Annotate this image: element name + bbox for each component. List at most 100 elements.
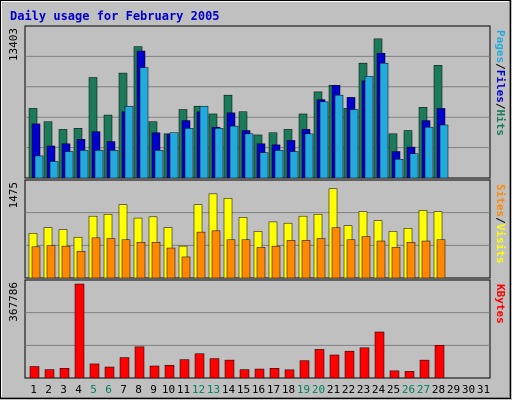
bar-kbytes-day-10 [164,364,175,379]
x-tick-label-day-9: 9 [150,383,157,396]
panel-frame [24,279,491,379]
bar-kbytes-day-5 [89,363,100,379]
bar-pages-day-13 [214,128,224,179]
bar-sites-day-21 [331,227,341,279]
bar-pages-day-22 [349,109,359,179]
bar-kbytes-day-2 [44,369,55,379]
bar-sites-day-25 [391,247,401,279]
bar-kbytes-day-23 [359,347,370,379]
x-tick-label-day-31: 31 [477,383,490,396]
x-tick-label-day-6: 6 [105,383,112,396]
x-tick-label-day-14: 14 [222,383,236,396]
bar-sites-day-1 [31,246,41,279]
legend-files: Files [494,70,507,103]
bar-kbytes-day-9 [149,365,160,379]
bar-kbytes-day-18 [284,369,295,379]
bar-pages-day-4 [79,150,89,179]
y-axis-max-label: 1475 [7,182,20,209]
bar-pages-day-21 [334,94,344,179]
bar-sites-day-20 [316,238,326,279]
bar-kbytes-day-11 [179,359,190,379]
bar-sites-day-19 [301,240,311,279]
bar-kbytes-day-26 [404,371,415,379]
x-tick-label-day-28: 28 [432,383,445,396]
x-tick-label-day-7: 7 [120,383,127,396]
bar-kbytes-day-15 [239,369,250,379]
bar-pages-day-10 [169,132,179,179]
bar-pages-day-15 [244,133,254,179]
bar-pages-day-14 [229,125,239,179]
x-tick-label-day-2: 2 [45,383,52,396]
bar-pages-day-5 [94,150,104,179]
bar-pages-day-12 [199,105,209,179]
bar-sites-day-27 [421,240,431,279]
bar-pages-day-17 [274,150,284,179]
bar-pages-day-23 [364,76,374,179]
bar-pages-day-2 [49,161,59,179]
bar-sites-day-10 [166,247,176,279]
bar-kbytes-day-4 [74,283,85,379]
bar-sites-day-12 [196,231,206,279]
bar-sites-day-3 [61,245,71,279]
x-tick-label-day-24: 24 [372,383,386,396]
x-tick-label-day-8: 8 [135,383,142,396]
bar-kbytes-day-21 [329,354,340,379]
x-tick-label-day-20: 20 [312,383,325,396]
legend-visits: Visits [494,224,507,264]
bar-sites-day-15 [241,239,251,279]
x-tick-label-day-30: 30 [462,383,475,396]
panel-visits-sites: 1475 Sites/Visits [7,179,507,279]
bars-kbytes [29,283,445,379]
bar-sites-day-17 [271,245,281,279]
bar-pages-day-27 [424,126,434,179]
bar-sites-day-13 [211,230,221,279]
bar-kbytes-day-1 [29,366,40,379]
legend-separator: / [494,217,507,224]
legend-separator: / [494,103,507,110]
bar-sites-day-26 [406,242,416,279]
bar-sites-day-6 [106,238,116,279]
bar-pages-day-26 [409,153,419,179]
x-tick-label-day-27: 27 [417,383,430,396]
legend-pages: Pages [494,30,507,63]
bar-kbytes-day-6 [104,366,115,379]
bars-hits-files-pages [28,38,449,179]
bar-kbytes-day-20 [314,349,325,379]
bar-sites-day-28 [436,239,446,279]
bar-kbytes-day-24 [374,331,385,379]
x-tick-label-day-19: 19 [297,383,310,396]
panel-hits-files-pages: 13403 Pages/Files/Hits [7,25,507,179]
bar-pages-day-7 [124,105,134,179]
legend-hits: Hits [494,110,507,137]
chart-title: Daily usage for February 2005 [10,9,220,23]
bar-sites-day-5 [91,237,101,279]
bar-sites-day-8 [136,242,146,279]
x-tick-label-day-11: 11 [177,383,190,396]
x-tick-label-day-23: 23 [357,383,370,396]
x-tick-label-day-29: 29 [447,383,460,396]
bar-kbytes-day-17 [269,368,280,379]
bar-kbytes-day-14 [224,359,235,379]
x-tick-label-day-13: 13 [207,383,220,396]
x-tick-label-day-15: 15 [237,383,250,396]
legend-separator: / [494,63,507,70]
x-tick-label-day-21: 21 [327,383,340,396]
bar-sites-day-7 [121,239,131,279]
bar-kbytes-day-7 [119,357,130,379]
bar-pages-day-25 [394,158,404,179]
x-tick-label-day-12: 12 [192,383,205,396]
bar-pages-day-28 [439,124,449,179]
legend: KBytes [494,284,507,324]
x-tick-label-day-17: 17 [267,383,280,396]
x-tick-label-day-26: 26 [402,383,415,396]
x-tick-label-day-10: 10 [162,383,175,396]
bar-pages-day-19 [304,133,314,179]
bar-pages-day-16 [259,152,269,179]
legend-sites: Sites [494,184,507,217]
bar-kbytes-day-16 [254,368,265,379]
bar-kbytes-day-19 [299,360,310,379]
x-axis: 1 2 3 4 5 6 7 8 9 10 11 12 13 14 15 16 17 18 19 20 21 22 23 24 2… [30,383,490,396]
